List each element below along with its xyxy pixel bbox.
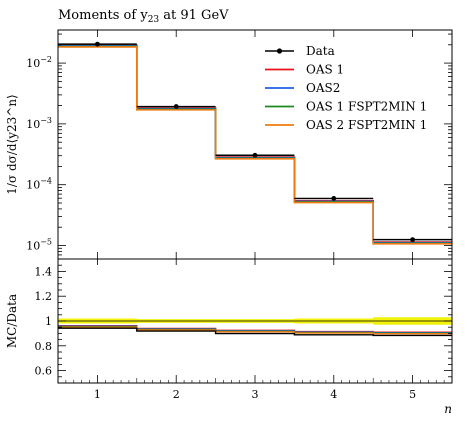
data-point bbox=[410, 237, 415, 243]
main-series-line-3 bbox=[58, 45, 452, 245]
ratio-y-tick-label: 1 bbox=[45, 315, 52, 328]
ratio-y-tick-label: 0.6 bbox=[35, 365, 53, 378]
y-tick-label: 10−3 bbox=[26, 116, 52, 131]
y-tick-label: 10−5 bbox=[26, 238, 52, 253]
legend: Data OAS 1 OAS2 OAS 1 FSPT2MIN 1 OAS 2 FSPT2… bbox=[265, 44, 427, 132]
ratio-y-tick-label: 0.8 bbox=[35, 340, 53, 353]
y-tick-label: 10−2 bbox=[26, 55, 52, 70]
ratio-panel: 0.6 0.8 1 1.2 1.4 1 2 3 4 5 n MC/Data bbox=[5, 258, 453, 416]
main-y-axis-label: 1/σ dσ/d⟨y23^n⟩ bbox=[5, 94, 19, 194]
ratio-y-tick-label: 1.2 bbox=[35, 290, 53, 303]
x-tick-label: 4 bbox=[330, 388, 337, 401]
main-series-line-1 bbox=[58, 44, 452, 243]
x-axis-label: n bbox=[444, 402, 452, 416]
ratio-y-axis-label: MC/Data bbox=[5, 294, 19, 348]
legend-label: OAS 1 bbox=[306, 63, 344, 77]
main-series-line-2 bbox=[58, 44, 452, 244]
title-tail: at 91 GeV bbox=[159, 8, 229, 23]
legend-label: Data bbox=[306, 44, 335, 58]
ratio-series-line-5 bbox=[58, 327, 452, 337]
legend-label: OAS 1 FSPT2MIN 1 bbox=[306, 100, 427, 114]
x-tick-label: 3 bbox=[252, 388, 259, 401]
legend-label: OAS 2 FSPT2MIN 1 bbox=[306, 118, 427, 132]
data-point bbox=[95, 41, 100, 47]
main-frame bbox=[57, 29, 453, 260]
x-tick-label: 5 bbox=[409, 388, 416, 401]
legend-label: OAS2 bbox=[306, 81, 340, 95]
x-tick-label: 1 bbox=[94, 388, 101, 401]
main-panel: 10−5 10−4 10−3 10−2 1/σ dσ/d⟨y23^n⟩ bbox=[5, 29, 453, 260]
data-point bbox=[331, 196, 337, 201]
title-subscript: 23 bbox=[148, 15, 160, 25]
y-tick-label: 10−4 bbox=[26, 177, 52, 192]
chart-title: Moments of y23 at 91 GeV bbox=[58, 8, 229, 25]
data-point bbox=[252, 152, 258, 158]
title-text: Moments of y bbox=[58, 8, 148, 23]
legend-marker bbox=[276, 48, 283, 54]
main-series-line-4 bbox=[58, 46, 452, 245]
ratio-y-tick-label: 1.4 bbox=[35, 265, 53, 278]
data-point bbox=[173, 104, 179, 109]
x-tick-label: 2 bbox=[173, 388, 180, 401]
